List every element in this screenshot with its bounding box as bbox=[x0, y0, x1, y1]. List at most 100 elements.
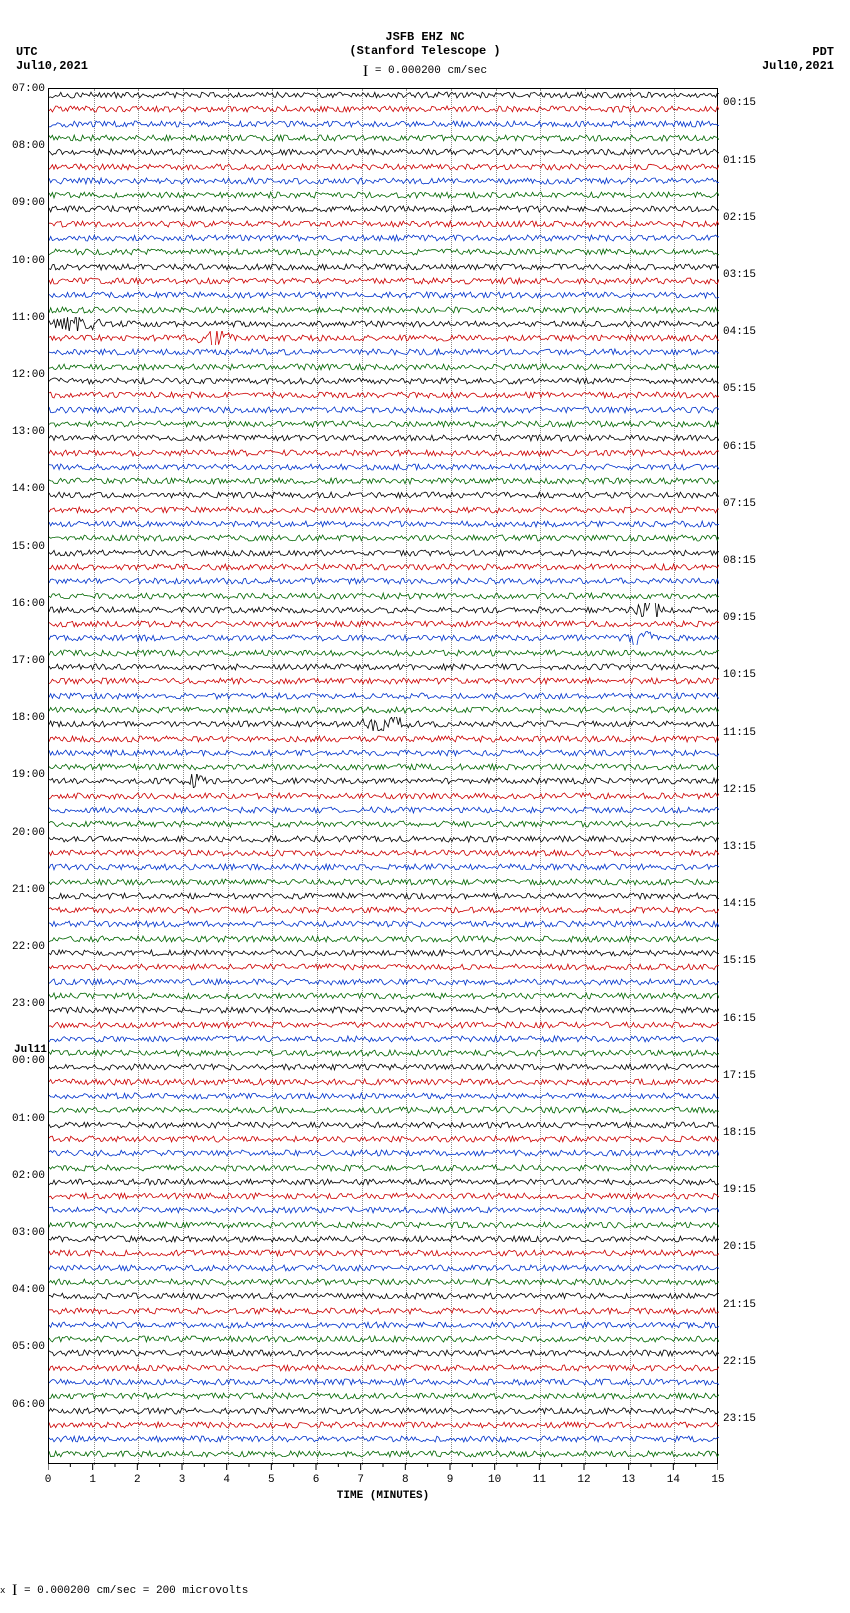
station-subtitle: (Stanford Telescope ) bbox=[0, 44, 850, 58]
trace-waveform bbox=[49, 1075, 719, 1089]
trace-row: 07:15 bbox=[49, 503, 719, 517]
trace-waveform bbox=[49, 917, 719, 931]
trace-waveform bbox=[49, 832, 719, 846]
trace-row bbox=[49, 932, 719, 946]
trace-waveform bbox=[49, 88, 719, 102]
x-axis-ruler bbox=[48, 1464, 718, 1474]
trace-waveform bbox=[49, 1432, 719, 1446]
trace-waveform bbox=[49, 360, 719, 374]
trace-waveform bbox=[49, 689, 719, 703]
trace-row: 01:15 bbox=[49, 160, 719, 174]
trace-row bbox=[49, 703, 719, 717]
pdt-time-label: 11:15 bbox=[723, 727, 761, 739]
pdt-time-label: 03:15 bbox=[723, 269, 761, 281]
trace-waveform bbox=[49, 517, 719, 531]
trace-waveform bbox=[49, 703, 719, 717]
scale-bar-text: = 0.000200 cm/sec bbox=[375, 65, 487, 77]
trace-row: 10:00 bbox=[49, 260, 719, 274]
utc-time-label: 09:00 bbox=[5, 197, 45, 209]
tz-left-code: UTC bbox=[16, 45, 88, 59]
trace-waveform bbox=[49, 145, 719, 159]
trace-waveform bbox=[49, 631, 719, 645]
trace-row: 04:15 bbox=[49, 331, 719, 345]
trace-row: 18:00 bbox=[49, 717, 719, 731]
trace-row: 19:00 bbox=[49, 774, 719, 788]
trace-waveform bbox=[49, 431, 719, 445]
trace-waveform bbox=[49, 531, 719, 545]
trace-row: 09:15 bbox=[49, 617, 719, 631]
scale-bar-label: I = 0.000200 cm/sec bbox=[0, 60, 850, 78]
trace-waveform bbox=[49, 274, 719, 288]
trace-row: 12:00 bbox=[49, 374, 719, 388]
pdt-time-label: 23:15 bbox=[723, 1413, 761, 1425]
trace-row: 06:00 bbox=[49, 1404, 719, 1418]
pdt-time-label: 01:15 bbox=[723, 155, 761, 167]
trace-row: 07:00 bbox=[49, 88, 719, 102]
trace-row: 17:00 bbox=[49, 660, 719, 674]
trace-waveform bbox=[49, 217, 719, 231]
footer-bar-icon: I bbox=[12, 1582, 17, 1599]
trace-row bbox=[49, 860, 719, 874]
x-tick-label: 1 bbox=[83, 1474, 103, 1486]
trace-row: 20:15 bbox=[49, 1246, 719, 1260]
utc-time-label: 05:00 bbox=[5, 1341, 45, 1353]
x-tick-label: 5 bbox=[261, 1474, 281, 1486]
trace-row bbox=[49, 245, 719, 259]
trace-waveform bbox=[49, 1175, 719, 1189]
trace-row: 23:15 bbox=[49, 1418, 719, 1432]
x-axis-label: TIME (MINUTES) bbox=[48, 1490, 718, 1502]
utc-time-label: 17:00 bbox=[5, 655, 45, 667]
trace-row: 13:15 bbox=[49, 846, 719, 860]
trace-row bbox=[49, 303, 719, 317]
trace-row: 15:00 bbox=[49, 546, 719, 560]
date-marker: Jul11 bbox=[3, 1044, 47, 1056]
pdt-time-label: 18:15 bbox=[723, 1127, 761, 1139]
trace-row bbox=[49, 1432, 719, 1446]
trace-waveform bbox=[49, 417, 719, 431]
trace-waveform bbox=[49, 674, 719, 688]
trace-waveform bbox=[49, 403, 719, 417]
x-tick-label: 6 bbox=[306, 1474, 326, 1486]
trace-row: 04:00 bbox=[49, 1289, 719, 1303]
trace-waveform bbox=[49, 717, 719, 731]
x-tick-label: 9 bbox=[440, 1474, 460, 1486]
trace-row: 16:00 bbox=[49, 603, 719, 617]
trace-waveform bbox=[49, 1375, 719, 1389]
trace-row: 21:15 bbox=[49, 1304, 719, 1318]
trace-waveform bbox=[49, 975, 719, 989]
trace-row bbox=[49, 1146, 719, 1160]
trace-row: 17:15 bbox=[49, 1075, 719, 1089]
trace-waveform bbox=[49, 1118, 719, 1132]
x-tick-label: 2 bbox=[127, 1474, 147, 1486]
pdt-time-label: 07:15 bbox=[723, 498, 761, 510]
pdt-time-label: 00:15 bbox=[723, 97, 761, 109]
trace-row bbox=[49, 188, 719, 202]
trace-row bbox=[49, 1161, 719, 1175]
trace-waveform bbox=[49, 1304, 719, 1318]
trace-row bbox=[49, 517, 719, 531]
trace-row bbox=[49, 531, 719, 545]
trace-waveform bbox=[49, 374, 719, 388]
trace-waveform bbox=[49, 1003, 719, 1017]
trace-row: 06:15 bbox=[49, 446, 719, 460]
trace-waveform bbox=[49, 1189, 719, 1203]
trace-waveform bbox=[49, 1318, 719, 1332]
trace-row: 19:15 bbox=[49, 1189, 719, 1203]
utc-time-label: 20:00 bbox=[5, 827, 45, 839]
trace-row bbox=[49, 474, 719, 488]
trace-waveform bbox=[49, 317, 719, 331]
trace-waveform bbox=[49, 117, 719, 131]
trace-waveform bbox=[49, 1332, 719, 1346]
trace-waveform bbox=[49, 303, 719, 317]
pdt-time-label: 06:15 bbox=[723, 441, 761, 453]
pdt-time-label: 16:15 bbox=[723, 1013, 761, 1025]
trace-waveform bbox=[49, 1389, 719, 1403]
pdt-time-label: 22:15 bbox=[723, 1356, 761, 1368]
trace-row bbox=[49, 1218, 719, 1232]
trace-row bbox=[49, 1389, 719, 1403]
utc-time-label: 12:00 bbox=[5, 369, 45, 381]
trace-waveform bbox=[49, 903, 719, 917]
trace-waveform bbox=[49, 732, 719, 746]
trace-waveform bbox=[49, 1060, 719, 1074]
trace-row bbox=[49, 288, 719, 302]
